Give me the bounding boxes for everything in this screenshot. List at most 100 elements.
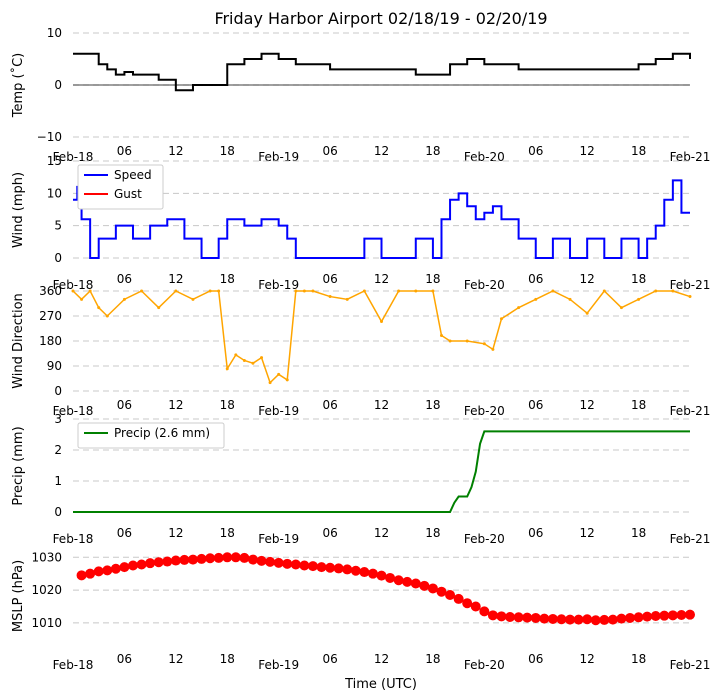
- data-point: [602, 289, 606, 293]
- data-point: [385, 572, 396, 583]
- data-point: [568, 297, 572, 301]
- x-tick-label: 12: [374, 272, 389, 286]
- x-tick-label: 06: [528, 652, 543, 666]
- data-point: [299, 560, 310, 571]
- x-tick-label: 06: [117, 272, 132, 286]
- data-point: [213, 552, 224, 563]
- data-point: [105, 314, 109, 318]
- data-point: [290, 559, 301, 570]
- data-point: [599, 614, 610, 625]
- data-point: [517, 306, 521, 310]
- data-point: [325, 562, 336, 573]
- x-tick-label: 12: [168, 272, 183, 286]
- data-point: [530, 612, 541, 623]
- x-tick-label: Feb-18: [53, 658, 94, 672]
- x-tick-label: 06: [322, 526, 337, 540]
- data-point: [522, 612, 533, 623]
- x-tick-label: Feb-21: [670, 150, 711, 164]
- data-point: [551, 289, 555, 293]
- data-point: [453, 593, 464, 604]
- data-point: [85, 568, 96, 579]
- data-point: [633, 612, 644, 623]
- data-point: [170, 555, 181, 566]
- data-point: [350, 565, 361, 576]
- data-point: [642, 611, 653, 622]
- data-point: [491, 347, 495, 351]
- data-point: [393, 575, 404, 586]
- data-point: [397, 289, 401, 293]
- data-point: [671, 289, 675, 293]
- data-point: [534, 297, 538, 301]
- x-tick-label: 18: [425, 526, 440, 540]
- series-line-speed: [73, 179, 690, 259]
- x-tick-label: Feb-19: [258, 532, 299, 546]
- data-point: [153, 557, 164, 568]
- x-tick-label: 06: [117, 526, 132, 540]
- data-point: [162, 556, 173, 567]
- x-tick-label: 18: [631, 526, 646, 540]
- data-point: [685, 609, 695, 620]
- data-point: [273, 557, 284, 568]
- data-point: [539, 613, 550, 624]
- y-tick-label: 360: [39, 284, 62, 298]
- series-line-precip-2-6-mm-: [73, 430, 690, 513]
- x-tick-label: 12: [374, 526, 389, 540]
- y-tick-label: 3: [54, 412, 62, 426]
- data-point: [607, 614, 618, 625]
- data-point: [362, 289, 366, 293]
- y-tick-label: 1020: [31, 583, 62, 597]
- x-tick-label: 06: [528, 526, 543, 540]
- data-point: [573, 614, 584, 625]
- data-point: [667, 610, 678, 621]
- data-point: [659, 610, 670, 621]
- data-point: [145, 558, 156, 569]
- panel-direction: 360 270 180 90 0 Wind Direction Feb-18 06 12 18 Fe…: [11, 284, 710, 418]
- data-point: [448, 339, 452, 343]
- data-point: [136, 559, 147, 570]
- data-point: [359, 567, 370, 578]
- data-point: [294, 289, 298, 293]
- data-point: [174, 289, 178, 293]
- x-tick-label: 12: [580, 398, 595, 412]
- data-point: [187, 554, 198, 565]
- data-point: [590, 615, 601, 626]
- data-point: [676, 610, 687, 621]
- x-tick-label: 18: [425, 652, 440, 666]
- y-axis-label: Precip (mm): [11, 426, 26, 505]
- panel-precip: 3 2 1 0 Precip (mm) Feb-18 06 12 18 Feb-19 06 12 18 F…: [11, 412, 710, 546]
- x-tick-label: 18: [220, 526, 235, 540]
- data-point: [414, 289, 418, 293]
- data-point: [122, 297, 126, 301]
- data-point: [102, 565, 113, 576]
- data-point: [410, 578, 421, 589]
- x-tick-label: 06: [322, 398, 337, 412]
- data-point: [217, 289, 221, 293]
- x-tick-label: 18: [425, 272, 440, 286]
- series-line-direction: [72, 289, 691, 385]
- data-point: [650, 610, 661, 621]
- x-tick-label: Feb-18: [53, 278, 94, 292]
- data-point: [427, 583, 438, 594]
- data-point: [277, 372, 281, 376]
- x-tick-label: 12: [168, 652, 183, 666]
- x-tick-label: Feb-21: [670, 278, 711, 292]
- y-tick-label: 15: [47, 154, 62, 168]
- y-tick-label: 1030: [31, 550, 62, 564]
- x-tick-label: 12: [374, 398, 389, 412]
- y-tick-label: 90: [47, 359, 62, 373]
- data-point: [616, 613, 627, 624]
- data-point: [256, 555, 267, 566]
- data-point: [619, 306, 623, 310]
- data-point: [637, 297, 641, 301]
- data-point: [196, 553, 207, 564]
- y-axis-label: Temp (˚C): [10, 53, 26, 119]
- data-point: [239, 552, 250, 563]
- data-point: [328, 295, 332, 299]
- data-point: [234, 353, 238, 357]
- data-point: [97, 306, 101, 310]
- data-point: [513, 612, 524, 623]
- x-tick-label: 06: [117, 652, 132, 666]
- data-point: [439, 333, 443, 337]
- x-tick-label: 06: [322, 652, 337, 666]
- data-point: [487, 610, 498, 621]
